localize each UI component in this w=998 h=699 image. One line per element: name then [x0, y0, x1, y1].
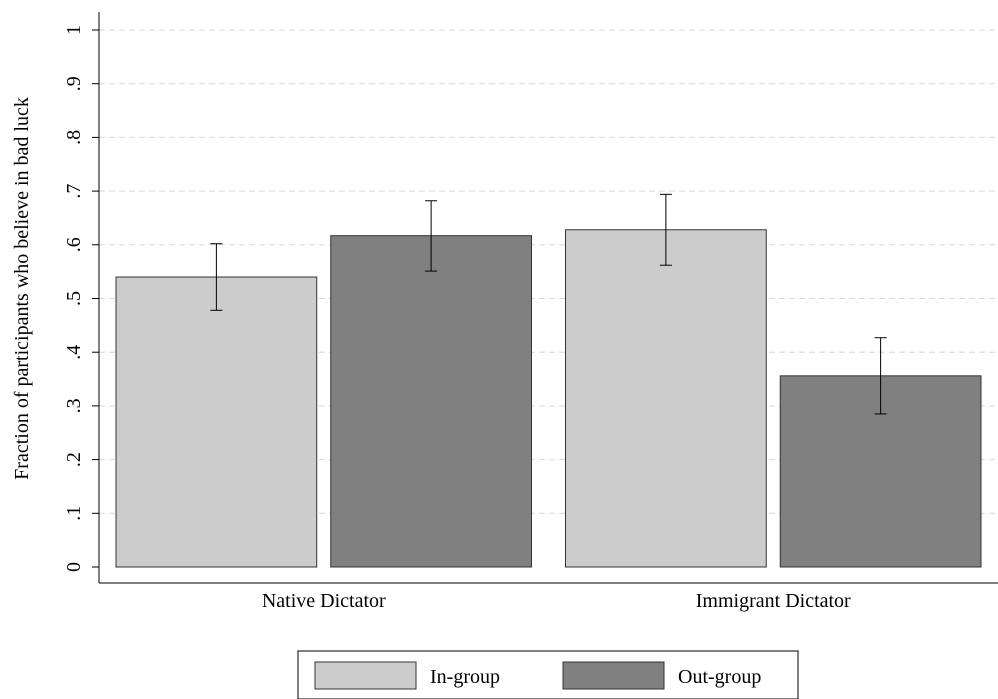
y-tick-label: .2 [63, 452, 85, 467]
y-ticks: 0 .1 .2 .3 .4 .5 .6 .7 .8 .9 1 [63, 25, 99, 572]
legend-label: Out-group [678, 666, 761, 688]
y-tick-label: .4 [63, 345, 85, 360]
y-tick-label: .7 [63, 184, 85, 199]
x-tick-labels: Native Dictator Immigrant Dictator [262, 590, 851, 612]
legend-swatch [314, 661, 417, 690]
y-axis-label: Fraction of participants who believe in … [11, 97, 33, 480]
y-tick-label: .5 [63, 291, 85, 306]
y-tick-label: .8 [63, 130, 85, 145]
legend-swatch [562, 661, 665, 690]
bar [115, 276, 318, 568]
legend-label: In-group [430, 666, 500, 688]
error-bars [210, 193, 887, 415]
y-tick-label: .6 [63, 237, 85, 252]
axes [98, 12, 998, 584]
x-tick-label: Native Dictator [262, 590, 386, 612]
y-tick-label: .1 [63, 506, 85, 521]
bars [115, 229, 982, 568]
y-tick-label: .9 [63, 76, 85, 91]
legend: In-group Out-group [297, 650, 799, 699]
x-tick-label: Immigrant Dictator [696, 590, 851, 612]
bar [565, 229, 767, 568]
bar [330, 235, 532, 568]
y-tick-label: .3 [63, 398, 85, 413]
y-tick-label: 1 [63, 25, 85, 35]
y-tick-label: 0 [63, 562, 85, 572]
